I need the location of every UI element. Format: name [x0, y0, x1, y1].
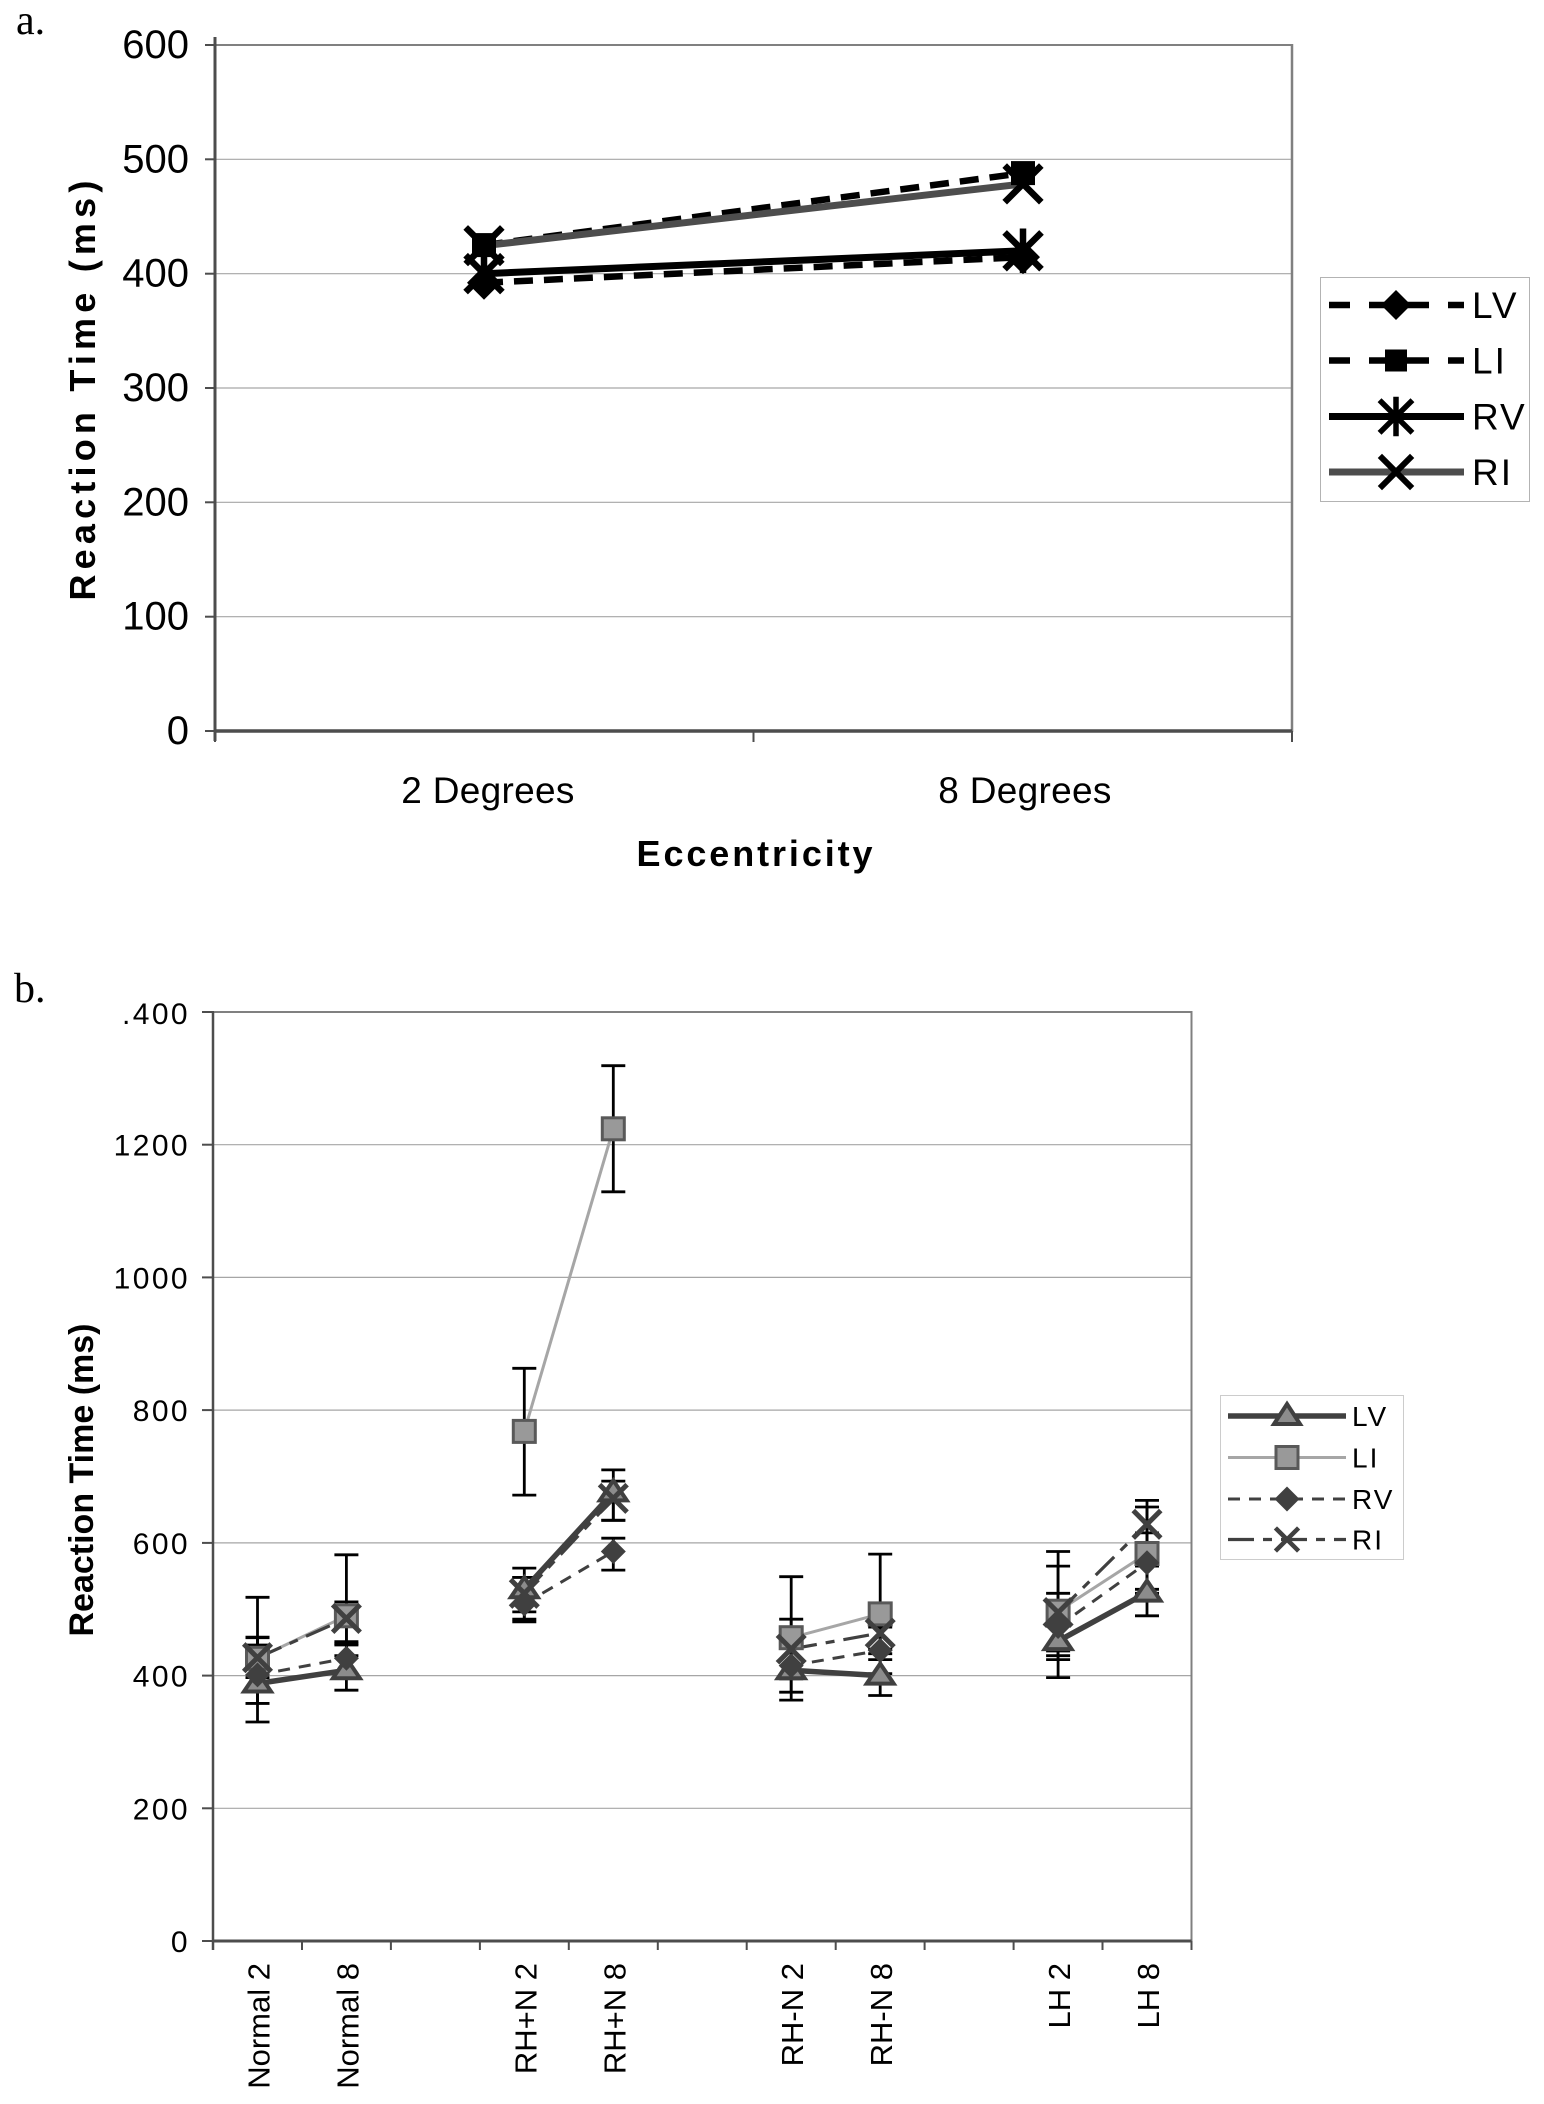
- svg-text:RH-N 2: RH-N 2: [775, 1963, 810, 2066]
- svg-text:800: 800: [133, 1395, 190, 1428]
- svg-text:RH+N 8: RH+N 8: [597, 1963, 632, 2074]
- svg-text:RI: RI: [1352, 1525, 1384, 1556]
- svg-text:1000: 1000: [114, 1262, 190, 1295]
- svg-text:LV: LV: [1472, 285, 1519, 326]
- svg-text:RV: RV: [1352, 1484, 1394, 1515]
- svg-text:RI: RI: [1472, 452, 1513, 493]
- svg-text:LH 8: LH 8: [1131, 1963, 1166, 2028]
- svg-text:RV: RV: [1472, 397, 1527, 438]
- svg-text:RH-N 8: RH-N 8: [864, 1963, 899, 2066]
- svg-text:0: 0: [171, 1926, 190, 1959]
- svg-text:8 Degrees: 8 Degrees: [938, 770, 1111, 811]
- svg-text:200: 200: [122, 480, 189, 524]
- svg-text:LV: LV: [1352, 1401, 1388, 1432]
- svg-text:.400: .400: [122, 998, 190, 1031]
- svg-text:600: 600: [133, 1528, 190, 1561]
- svg-text:500: 500: [122, 137, 189, 181]
- svg-text:2 Degrees: 2 Degrees: [401, 770, 574, 811]
- svg-text:a.: a.: [16, 0, 45, 44]
- svg-text:LI: LI: [1352, 1443, 1379, 1474]
- svg-text:1200: 1200: [114, 1130, 190, 1163]
- svg-text:0: 0: [167, 709, 189, 753]
- svg-text:RH+N 2: RH+N 2: [508, 1963, 543, 2074]
- svg-text:100: 100: [122, 595, 189, 639]
- svg-text:b.: b.: [14, 966, 46, 1012]
- svg-text:Reaction Time (ms): Reaction Time (ms): [62, 175, 103, 600]
- svg-text:Eccentricity: Eccentricity: [637, 833, 876, 874]
- svg-text:Normal 2: Normal 2: [241, 1963, 276, 2089]
- svg-text:300: 300: [122, 366, 189, 410]
- svg-text:LI: LI: [1472, 341, 1507, 382]
- svg-text:Reaction Time (ms): Reaction Time (ms): [63, 1323, 101, 1636]
- svg-text:200: 200: [133, 1793, 190, 1826]
- svg-text:Normal 8: Normal 8: [330, 1963, 365, 2089]
- svg-text:400: 400: [133, 1661, 190, 1694]
- svg-text:400: 400: [122, 252, 189, 296]
- svg-text:LH 2: LH 2: [1042, 1963, 1077, 2028]
- svg-text:600: 600: [122, 23, 189, 67]
